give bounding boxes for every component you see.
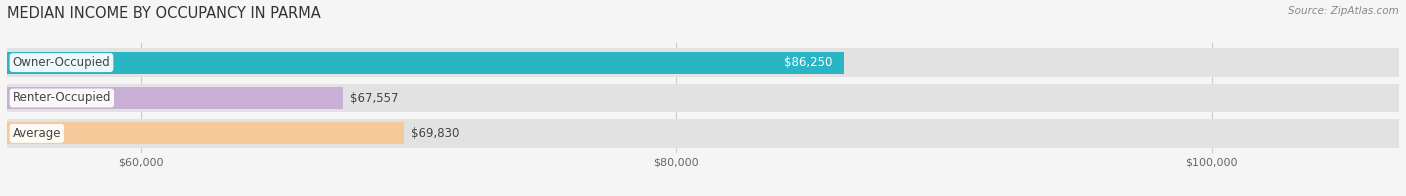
Bar [7, 52, 844, 74]
Bar [7, 119, 1399, 148]
Text: Source: ZipAtlas.com: Source: ZipAtlas.com [1288, 6, 1399, 16]
Bar [7, 84, 1399, 112]
Bar [7, 122, 404, 144]
Text: Average: Average [13, 127, 60, 140]
Bar [7, 48, 1399, 77]
Text: $86,250: $86,250 [785, 56, 832, 69]
Text: Renter-Occupied: Renter-Occupied [13, 92, 111, 104]
Text: Owner-Occupied: Owner-Occupied [13, 56, 110, 69]
Text: $67,557: $67,557 [350, 92, 399, 104]
Bar [7, 87, 343, 109]
Text: MEDIAN INCOME BY OCCUPANCY IN PARMA: MEDIAN INCOME BY OCCUPANCY IN PARMA [7, 6, 321, 21]
Text: $69,830: $69,830 [411, 127, 460, 140]
